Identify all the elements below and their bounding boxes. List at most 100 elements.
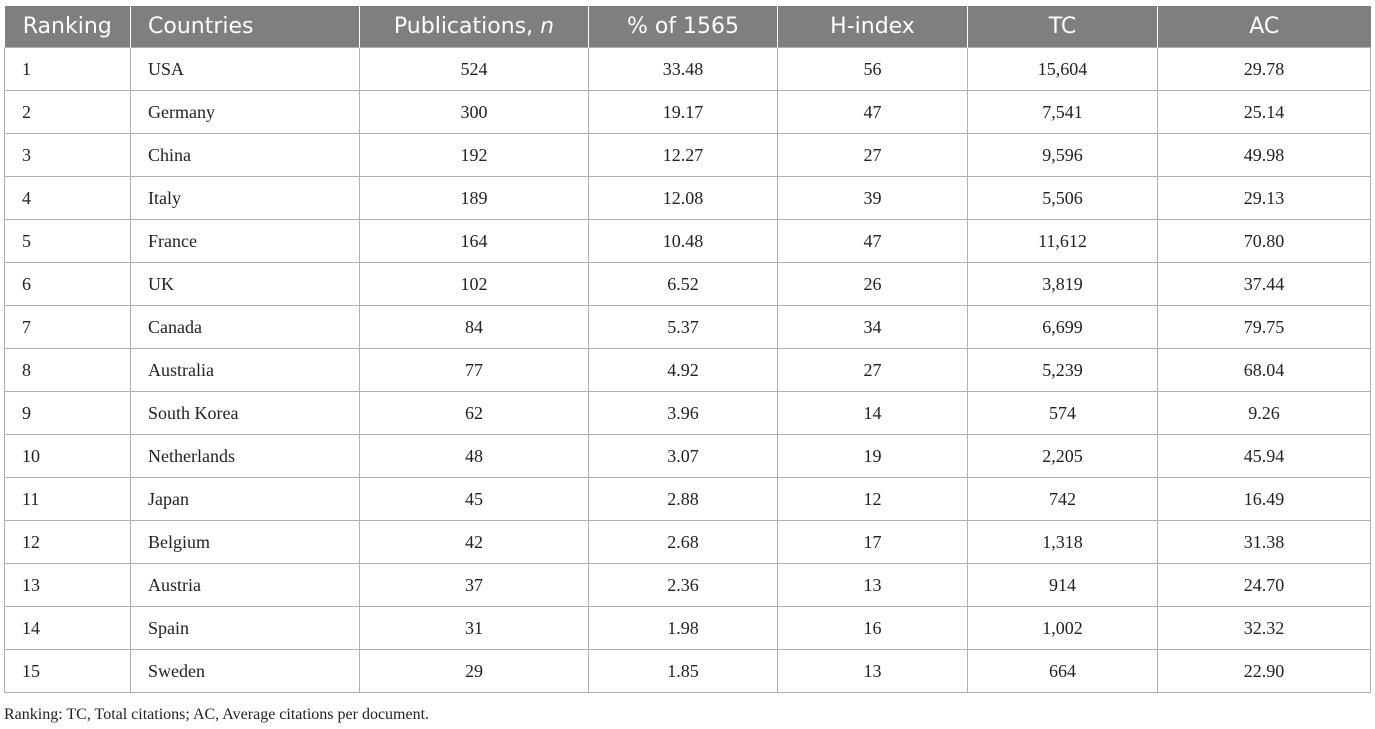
cell-country: UK — [130, 262, 360, 306]
cell-hindex: 27 — [777, 133, 968, 177]
cell-country: Netherlands — [130, 434, 360, 478]
header-publications: Publications, n — [359, 6, 589, 48]
cell-percent: 19.17 — [588, 90, 778, 134]
cell-country: France — [130, 219, 360, 263]
cell-tc: 7,541 — [967, 90, 1158, 134]
table-body: 1 USA 524 33.48 56 15,604 29.78 2 Germany 300 19.1… — [4, 47, 1371, 693]
table-row: 1 USA 524 33.48 56 15,604 29.78 — [4, 47, 1371, 91]
cell-ranking: 3 — [4, 133, 131, 177]
cell-percent: 3.07 — [588, 434, 778, 478]
cell-country: China — [130, 133, 360, 177]
table-row: 2 Germany 300 19.17 47 7,541 25.14 — [4, 90, 1371, 134]
header-publications-label: Publications, — [393, 14, 534, 39]
cell-ac: 79.75 — [1157, 305, 1371, 349]
cell-tc: 574 — [967, 391, 1158, 435]
cell-hindex: 47 — [777, 219, 968, 263]
cell-publications: 62 — [359, 391, 589, 435]
cell-percent: 1.85 — [588, 649, 778, 693]
cell-hindex: 13 — [777, 649, 968, 693]
cell-publications: 45 — [359, 477, 589, 521]
cell-ac: 29.78 — [1157, 47, 1371, 91]
cell-ac: 68.04 — [1157, 348, 1371, 392]
cell-publications: 84 — [359, 305, 589, 349]
cell-country: Sweden — [130, 649, 360, 693]
cell-ac: 9.26 — [1157, 391, 1371, 435]
header-publications-n: n — [540, 14, 555, 39]
table-row: 3 China 192 12.27 27 9,596 49.98 — [4, 133, 1371, 177]
cell-ranking: 2 — [4, 90, 131, 134]
cell-tc: 664 — [967, 649, 1158, 693]
table-row: 6 UK 102 6.52 26 3,819 37.44 — [4, 262, 1371, 306]
cell-tc: 1,002 — [967, 606, 1158, 650]
cell-percent: 4.92 — [588, 348, 778, 392]
cell-country: Italy — [130, 176, 360, 220]
cell-publications: 48 — [359, 434, 589, 478]
cell-publications: 42 — [359, 520, 589, 564]
cell-hindex: 16 — [777, 606, 968, 650]
header-percent: % of 1565 — [588, 6, 778, 48]
cell-ranking: 1 — [4, 47, 131, 91]
cell-ac: 49.98 — [1157, 133, 1371, 177]
cell-percent: 6.52 — [588, 262, 778, 306]
cell-tc: 1,318 — [967, 520, 1158, 564]
table-footnote: Ranking: TC, Total citations; AC, Averag… — [4, 706, 430, 723]
cell-hindex: 47 — [777, 90, 968, 134]
cell-ranking: 9 — [4, 391, 131, 435]
table-row: 13 Austria 37 2.36 13 914 24.70 — [4, 563, 1371, 607]
cell-tc: 742 — [967, 477, 1158, 521]
cell-percent: 2.68 — [588, 520, 778, 564]
table-row: 11 Japan 45 2.88 12 742 16.49 — [4, 477, 1371, 521]
table-row: 15 Sweden 29 1.85 13 664 22.90 — [4, 649, 1371, 693]
cell-publications: 77 — [359, 348, 589, 392]
cell-ranking: 15 — [4, 649, 131, 693]
cell-tc: 6,699 — [967, 305, 1158, 349]
ranking-table: Ranking Countries Publications, n % of 1… — [4, 6, 1371, 693]
cell-country: Australia — [130, 348, 360, 392]
cell-percent: 10.48 — [588, 219, 778, 263]
cell-ac: 45.94 — [1157, 434, 1371, 478]
table-row: 7 Canada 84 5.37 34 6,699 79.75 — [4, 305, 1371, 349]
cell-publications: 524 — [359, 47, 589, 91]
cell-tc: 3,819 — [967, 262, 1158, 306]
cell-publications: 102 — [359, 262, 589, 306]
cell-tc: 9,596 — [967, 133, 1158, 177]
header-ranking: Ranking — [4, 6, 131, 48]
cell-tc: 15,604 — [967, 47, 1158, 91]
cell-ranking: 4 — [4, 176, 131, 220]
cell-ranking: 11 — [4, 477, 131, 521]
table-row: 14 Spain 31 1.98 16 1,002 32.32 — [4, 606, 1371, 650]
cell-country: South Korea — [130, 391, 360, 435]
cell-publications: 31 — [359, 606, 589, 650]
cell-hindex: 12 — [777, 477, 968, 521]
cell-tc: 2,205 — [967, 434, 1158, 478]
cell-percent: 1.98 — [588, 606, 778, 650]
table-header-row: Ranking Countries Publications, n % of 1… — [4, 6, 1371, 48]
cell-ac: 70.80 — [1157, 219, 1371, 263]
cell-publications: 164 — [359, 219, 589, 263]
cell-ranking: 13 — [4, 563, 131, 607]
header-ac: AC — [1157, 6, 1371, 48]
cell-percent: 2.88 — [588, 477, 778, 521]
cell-publications: 29 — [359, 649, 589, 693]
cell-ac: 31.38 — [1157, 520, 1371, 564]
cell-country: Austria — [130, 563, 360, 607]
cell-hindex: 27 — [777, 348, 968, 392]
cell-ranking: 8 — [4, 348, 131, 392]
table-row: 12 Belgium 42 2.68 17 1,318 31.38 — [4, 520, 1371, 564]
table-row: 4 Italy 189 12.08 39 5,506 29.13 — [4, 176, 1371, 220]
cell-hindex: 17 — [777, 520, 968, 564]
cell-country: Canada — [130, 305, 360, 349]
cell-percent: 12.27 — [588, 133, 778, 177]
cell-country: Germany — [130, 90, 360, 134]
cell-hindex: 14 — [777, 391, 968, 435]
header-hindex: H-index — [777, 6, 968, 48]
cell-percent: 5.37 — [588, 305, 778, 349]
cell-ac: 25.14 — [1157, 90, 1371, 134]
cell-hindex: 13 — [777, 563, 968, 607]
table-row: 8 Australia 77 4.92 27 5,239 68.04 — [4, 348, 1371, 392]
cell-ranking: 10 — [4, 434, 131, 478]
cell-country: Belgium — [130, 520, 360, 564]
cell-ranking: 12 — [4, 520, 131, 564]
cell-publications: 300 — [359, 90, 589, 134]
cell-tc: 11,612 — [967, 219, 1158, 263]
